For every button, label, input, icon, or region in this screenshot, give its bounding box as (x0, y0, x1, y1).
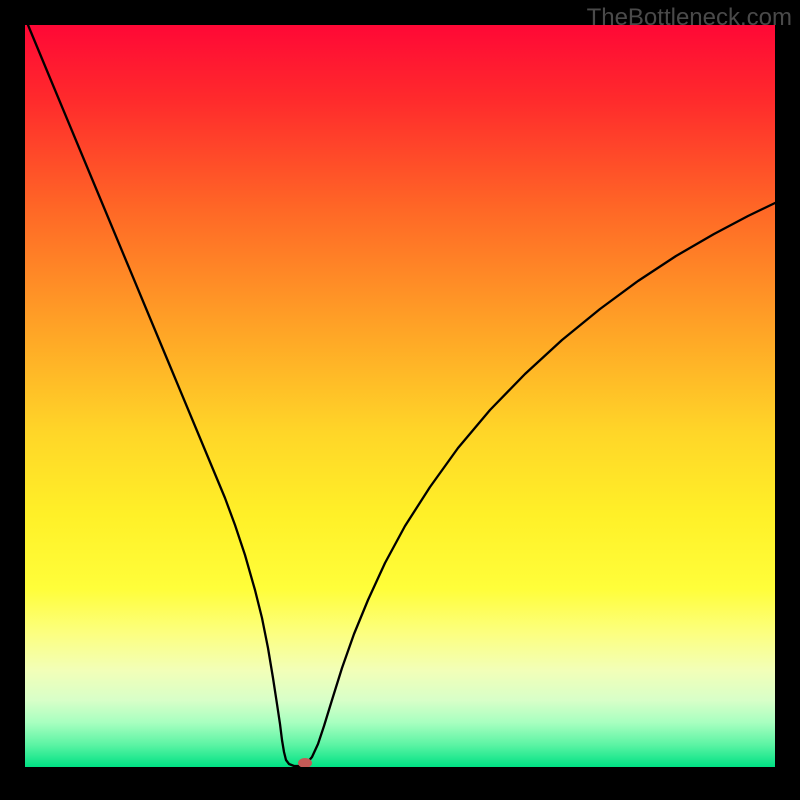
frame-left (0, 0, 25, 800)
watermark-text: TheBottleneck.com (587, 4, 792, 32)
minimum-marker (298, 758, 312, 768)
frame-right (775, 0, 800, 800)
plot-background (25, 25, 775, 767)
chart-container: TheBottleneck.com (0, 0, 800, 800)
frame-bottom (0, 767, 800, 800)
chart-svg (0, 0, 800, 800)
